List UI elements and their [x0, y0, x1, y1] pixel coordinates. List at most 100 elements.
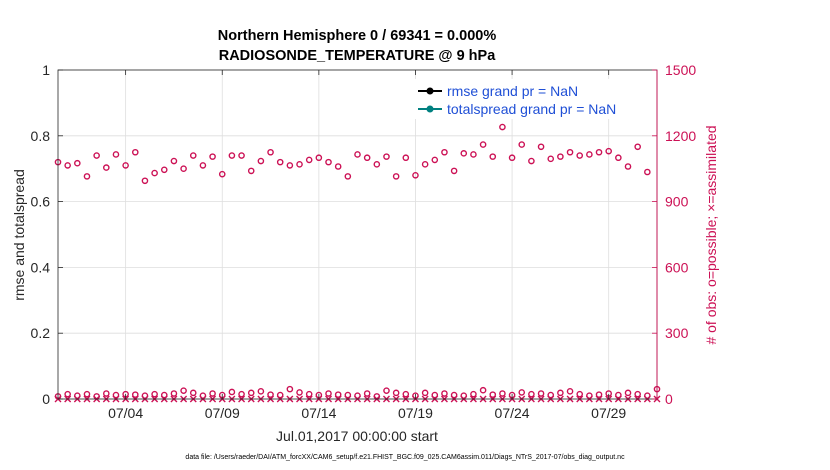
x-tick-label: 07/29 [591, 405, 626, 421]
point-possible [528, 157, 535, 165]
chart-title-line-1: Northern Hemisphere 0 / 69341 = 0.000% [218, 28, 497, 44]
y-axis-label-left: rmse and totalspread [11, 169, 27, 301]
point-possible-low [103, 390, 110, 397]
point-possible [421, 161, 429, 168]
point-possible [112, 151, 120, 158]
point-possible [93, 152, 100, 159]
point-possible-low [363, 390, 371, 397]
point-possible [412, 171, 419, 179]
point-possible [431, 156, 439, 164]
point-possible [305, 156, 313, 164]
point-possible-low [238, 390, 245, 398]
point-possible [373, 161, 381, 168]
point-possible-low [402, 390, 410, 398]
point-possible [74, 159, 81, 167]
y-tick-label-right: 600 [665, 259, 689, 275]
point-possible-low [624, 389, 632, 397]
point-possible [605, 147, 612, 155]
point-possible-low [286, 385, 294, 393]
point-possible-low [325, 390, 332, 397]
y-tick-label-right: 900 [665, 194, 689, 210]
x-tick-label: 07/24 [495, 405, 530, 421]
point-possible [615, 154, 622, 162]
point-possible [199, 162, 207, 169]
point-possible-low [257, 388, 265, 395]
point-possible [296, 161, 303, 168]
point-possible [257, 157, 265, 165]
x-axis-label: Jul.01,2017 00:00:00 start [276, 428, 438, 444]
point-possible-low [64, 390, 71, 398]
point-possible-low [247, 389, 255, 397]
point-possible [209, 153, 216, 160]
point-possible [286, 162, 294, 169]
chart-title-line-2: RADIOSONDE_TEMPERATURE @ 9 hPa [219, 48, 496, 64]
point-possible [344, 173, 352, 180]
point-possible-low [334, 391, 342, 398]
point-possible-low [170, 390, 178, 397]
y-tick-label-right: 1500 [665, 62, 696, 78]
y-tick-label-left: 1 [42, 62, 50, 78]
point-possible-low [634, 390, 641, 398]
point-possible-low [470, 390, 477, 398]
point-possible-low [383, 387, 390, 394]
point-possible [141, 177, 149, 185]
point-possible [334, 163, 342, 170]
point-possible-low [344, 391, 352, 399]
point-possible [363, 154, 371, 162]
point-possible-low [489, 391, 497, 398]
point-possible-low [557, 389, 564, 397]
point-possible [131, 148, 139, 156]
point-possible [557, 153, 564, 160]
point-possible [586, 151, 593, 158]
y-tick-label-right: 1200 [665, 128, 696, 144]
point-possible [470, 151, 477, 158]
point-possible-low [276, 391, 284, 399]
point-possible-low [160, 391, 168, 399]
y-tick-label-right: 0 [665, 391, 673, 407]
point-possible [634, 143, 641, 151]
point-possible-low [518, 389, 526, 396]
point-possible-low [450, 391, 458, 399]
point-possible-low [267, 391, 274, 398]
point-possible-low [83, 390, 91, 398]
x-tick-label: 07/14 [301, 405, 336, 421]
point-possible [450, 167, 458, 175]
point-possible [238, 152, 245, 159]
legend-marker-totalspread [426, 105, 434, 113]
point-possible-low [421, 389, 429, 397]
point-possible-low [180, 387, 187, 394]
point-possible [180, 165, 187, 172]
x-tick-label: 07/04 [108, 405, 143, 421]
point-possible [576, 152, 584, 159]
legend-item-rmse: rmse grand pr = NaN [418, 83, 578, 99]
point-possible-low [305, 390, 313, 398]
y-axis-label-right: # of obs: o=possible; ×=assimilated [703, 125, 719, 344]
point-possible [518, 141, 526, 148]
point-possible [276, 158, 284, 166]
point-possible-low [228, 388, 236, 396]
point-possible-low [537, 390, 545, 397]
point-possible [499, 123, 506, 131]
grid [58, 69, 657, 400]
point-possible [122, 162, 129, 169]
point-possible [566, 148, 574, 156]
point-possible [383, 153, 390, 160]
point-possible [402, 154, 410, 162]
point-possible [508, 154, 516, 162]
point-possible [315, 154, 323, 162]
point-possible-low [296, 389, 303, 396]
point-possible-low [576, 390, 584, 398]
point-possible-low [441, 390, 448, 397]
x-tick-label: 07/19 [398, 405, 433, 421]
footer-data-file: data file: /Users/raeder/DAI/ATM_forcXX/… [185, 454, 625, 461]
point-possible-low [499, 390, 506, 397]
y-tick-label-left: 0.2 [31, 325, 51, 341]
point-possible-low [189, 389, 197, 397]
legend-box [413, 79, 649, 119]
point-possible [228, 152, 236, 159]
point-possible [189, 152, 197, 159]
point-possible [218, 170, 226, 178]
point-possible [392, 173, 400, 180]
y-tick-label-left: 0.8 [31, 128, 51, 144]
